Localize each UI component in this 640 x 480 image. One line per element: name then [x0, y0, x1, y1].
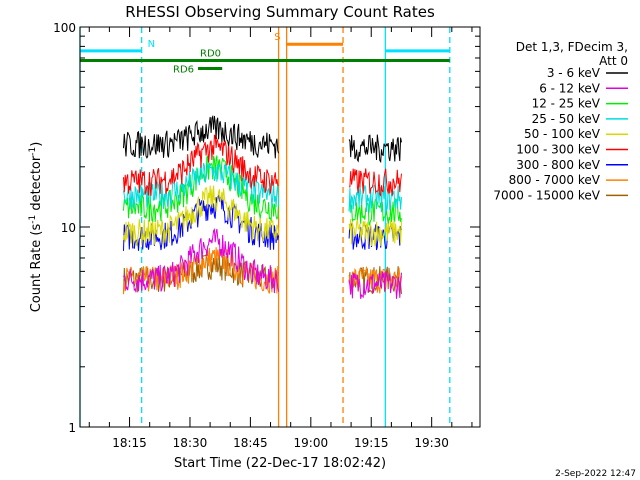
legend-header-line2: Att 0: [599, 54, 628, 68]
series-line-1-segment-1: [123, 114, 280, 159]
y-tick-label-2: 10: [61, 221, 76, 235]
legend-label-8: 800 - 7000 keV: [509, 173, 601, 187]
y-axis-label-sup2: -1: [28, 147, 38, 156]
x-tick-label-2: 18:30: [173, 436, 208, 450]
series-6: [123, 134, 402, 198]
series-line-8-segment-1: [123, 247, 280, 294]
x-tick-label-1: 18:15: [112, 436, 147, 450]
y-tick-label-1: 1: [68, 421, 76, 435]
footer-date: 2-Sep-2022 12:47: [555, 469, 636, 479]
series-line-5-segment-2: [348, 218, 402, 247]
x-tick-label-4: 19:00: [294, 436, 329, 450]
series-line-5-segment-1: [123, 185, 280, 247]
series-2: [123, 227, 402, 300]
plot-area: N RD0 RD6 S: [79, 27, 451, 427]
y-axis-label: Count Rate (s-1 detector-1): [28, 142, 44, 313]
y-axis-label-end: ): [29, 142, 44, 147]
series-line-1-segment-2: [348, 134, 402, 164]
legend-label-9: 7000 - 15000 keV: [493, 188, 600, 202]
series-line-6-segment-1: [123, 134, 279, 196]
flag-label-n: N: [148, 39, 155, 50]
flag-label-rd0: RD0: [200, 48, 221, 59]
legend-label-6: 100 - 300 keV: [516, 143, 600, 157]
legend-header-line1: Det 1,3, FDecim 3,: [516, 40, 628, 54]
series-line-6-segment-2: [349, 168, 402, 198]
legend-label-4: 25 - 50 keV: [532, 112, 601, 126]
y-tick-label-3: 100: [53, 21, 76, 35]
y-axis-label-sup1: -1: [28, 215, 38, 224]
legend-label-2: 6 - 12 keV: [539, 81, 601, 95]
x-tick-label-3: 18:45: [233, 436, 268, 450]
series-line-2-segment-1: [123, 227, 280, 294]
chart-title: RHESSI Observing Summary Count Rates: [125, 3, 435, 21]
flag-label-s: S: [274, 32, 280, 43]
series-line-3-segment-2: [348, 197, 402, 226]
flag-label-rd6: RD6: [173, 65, 194, 76]
legend-label-1: 3 - 6 keV: [547, 66, 601, 80]
legend-label-5: 50 - 100 keV: [524, 127, 601, 141]
axis-ticks: 18:15 18:30 18:45 19:00 19:15 19:30 1 10 100: [53, 21, 480, 450]
legend-label-3: 12 - 25 keV: [532, 97, 601, 111]
x-tick-label-6: 19:30: [414, 436, 449, 450]
y-axis-label-mid: detector: [29, 155, 44, 215]
y-axis-label-main: Count Rate (s: [29, 224, 44, 313]
series-5: [123, 185, 402, 247]
series-line-7-segment-1: [123, 194, 280, 251]
x-axis-label: Start Time (22-Dec-17 18:02:42): [174, 456, 386, 471]
legend-label-7: 300 - 800 keV: [516, 158, 600, 172]
series-line-2-segment-2: [348, 270, 402, 300]
series-1: [123, 114, 402, 164]
x-tick-label-5: 19:15: [354, 436, 389, 450]
